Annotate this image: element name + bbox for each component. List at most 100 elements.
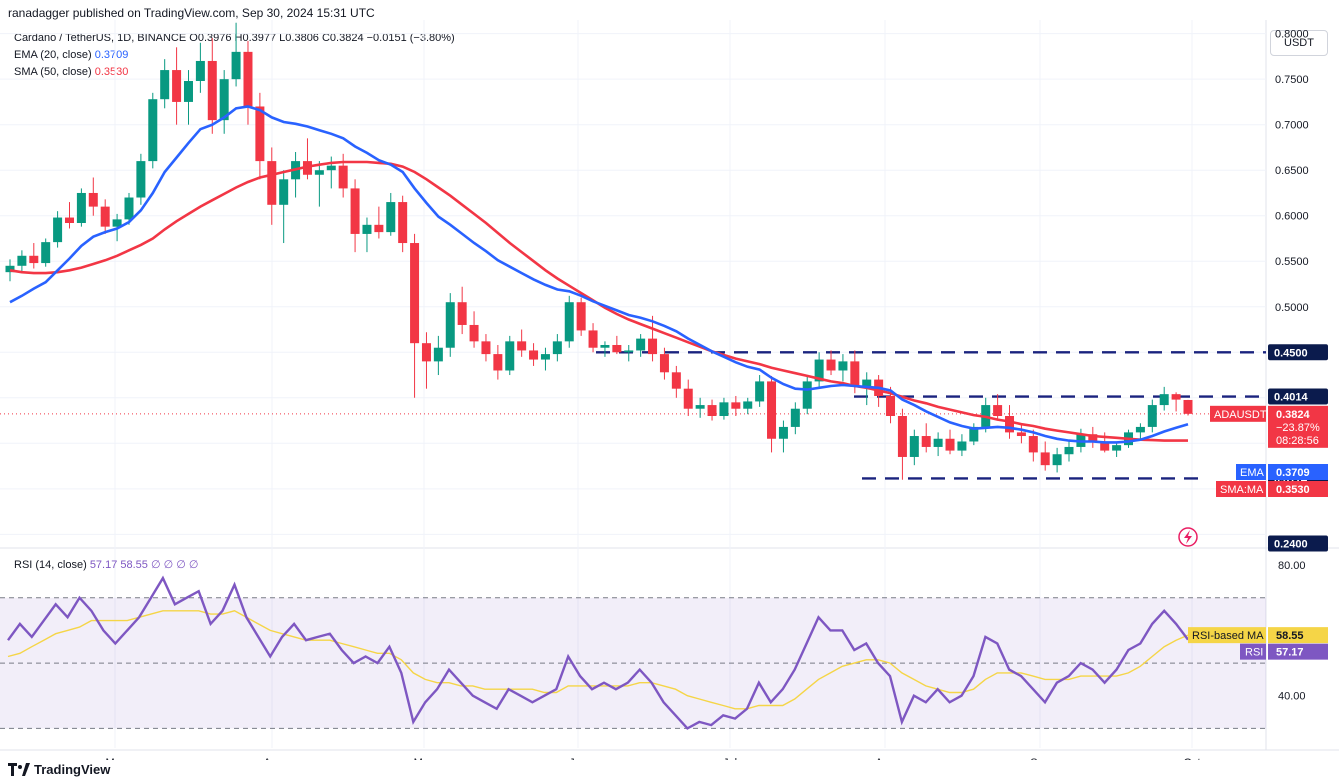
- candle-body: [219, 79, 229, 121]
- y-tick-label: 0.5500: [1275, 256, 1309, 268]
- symbol-name[interactable]: Cardano / TetherUS, 1D, BINANCE: [14, 32, 187, 44]
- candle-body: [1064, 446, 1074, 455]
- candle-body: [683, 388, 693, 409]
- rsi-y-tick-label: 40.00: [1278, 691, 1306, 703]
- candle-body: [124, 197, 134, 220]
- lightning-icon: [1178, 527, 1198, 547]
- candle-body: [1159, 394, 1169, 406]
- candle-body: [767, 381, 777, 439]
- last-price-bg: [1268, 405, 1328, 448]
- symbol-tag-text: ADAUSDT: [1214, 409, 1267, 421]
- candle-body: [933, 438, 943, 447]
- candle-body: [195, 60, 205, 81]
- ema-legend-value: 0.3709: [94, 49, 129, 61]
- candle-body: [838, 361, 848, 371]
- ema-value-bg: [1268, 464, 1328, 480]
- ema-legend[interactable]: EMA (20, close) 0.3709: [14, 49, 128, 61]
- rsi-legend[interactable]: RSI (14, close) 57.17 58.55 ∅ ∅ ∅ ∅: [14, 558, 198, 571]
- candle-body: [136, 161, 146, 198]
- price-chart[interactable]: Mar Apr May Jun Jul Aug Sep Oct 0.8000 0.7500 0.70…: [0, 0, 1339, 760]
- y-tick-label: 0.7500: [1275, 74, 1309, 86]
- rsi-ma-value-text: 58.55: [1276, 630, 1304, 642]
- rsi-ma-tag-bg: [1188, 627, 1266, 644]
- candle-body: [421, 343, 431, 362]
- rsi-tag-bg: [1240, 643, 1266, 660]
- candle-body: [88, 192, 98, 207]
- candle-body: [743, 401, 753, 409]
- candle-body: [64, 217, 74, 224]
- candle-body: [576, 302, 586, 331]
- rsi-tag-text: RSI: [1245, 647, 1263, 659]
- rsi-value-text: 57.17: [1276, 647, 1304, 659]
- ema-value-text: 0.3709: [1276, 467, 1310, 479]
- candle-body: [671, 372, 681, 389]
- sma-value-bg: [1268, 481, 1328, 497]
- y-tick-label: 0.6000: [1275, 211, 1309, 223]
- candle-body: [148, 99, 158, 162]
- candle-body: [338, 165, 348, 189]
- tradingview-logo-icon: [8, 762, 30, 776]
- candle-body: [1147, 405, 1157, 427]
- candle-body: [957, 441, 967, 451]
- candle-body: [350, 188, 360, 234]
- candle-body: [76, 192, 86, 224]
- candle-body: [279, 179, 289, 205]
- currency-button[interactable]: USDT: [1270, 30, 1328, 56]
- candle-body: [945, 438, 955, 451]
- tradingview-footer[interactable]: TradingView: [8, 762, 110, 777]
- candle-body: [1112, 445, 1122, 451]
- candle-body: [314, 170, 324, 175]
- candle-body: [445, 302, 455, 348]
- candle-body: [612, 344, 622, 353]
- candle-body: [1171, 394, 1181, 400]
- level-tag-04014-text: 0.4014: [1274, 392, 1309, 404]
- rsi-value-bg: [1268, 643, 1328, 660]
- candle-body: [5, 265, 15, 273]
- candle-body: [41, 242, 51, 264]
- candle-body: [183, 80, 193, 102]
- x-tick-label: Apr: [263, 757, 280, 760]
- candle-body: [588, 330, 598, 348]
- candle-body: [731, 402, 741, 409]
- sma-tag-text: SMA:MA: [1220, 484, 1264, 496]
- sma-legend-value: 0.3530: [94, 66, 129, 78]
- ohlc-values: O0.3976 H0.3977 L0.3806 C0.3824 −0.0151 …: [189, 32, 455, 44]
- candle-body: [433, 347, 443, 362]
- rsi-line: [7, 575, 1189, 730]
- rsi-y-tick-label: 80.00: [1278, 560, 1306, 572]
- candle-body: [886, 395, 896, 416]
- rsi-ma-tag-text: RSI-based MA: [1192, 630, 1264, 642]
- y-tick-label: 0.8000: [1275, 29, 1309, 41]
- sma-legend-label: SMA (50, close): [14, 66, 92, 78]
- candle-body: [160, 70, 170, 100]
- candle-body: [374, 224, 384, 233]
- candle-body: [862, 379, 872, 387]
- candle-body: [707, 405, 717, 416]
- candle-body: [826, 359, 836, 371]
- candle-body: [648, 338, 658, 355]
- x-tick-label: Jun: [569, 757, 587, 760]
- y-tick-label: 0.6500: [1275, 165, 1309, 177]
- sma-tag-bg: [1216, 481, 1266, 497]
- candle-body: [517, 341, 527, 351]
- candle-body: [53, 217, 63, 243]
- candle-body: [897, 416, 907, 457]
- candle-body: [457, 302, 467, 325]
- candle-body: [814, 359, 824, 382]
- symbol-tag-bg: [1210, 405, 1266, 422]
- level-tag-04014-bg: [1268, 388, 1328, 405]
- candle-body: [1088, 434, 1098, 442]
- candle-body: [1135, 426, 1145, 433]
- candle-body: [778, 426, 788, 439]
- candle-body: [755, 381, 765, 402]
- candle-body: [909, 436, 919, 457]
- sma-legend[interactable]: SMA (50, close) 0.3530: [14, 66, 128, 78]
- footer-brand: TradingView: [34, 762, 111, 777]
- candle-body: [540, 354, 550, 360]
- candle-body: [207, 60, 217, 121]
- candle-body: [1005, 416, 1015, 433]
- candle-body: [659, 354, 669, 373]
- y-tick-label: 0.7000: [1275, 120, 1309, 132]
- sma-50-line: [9, 160, 1188, 442]
- candle-body: [362, 224, 372, 234]
